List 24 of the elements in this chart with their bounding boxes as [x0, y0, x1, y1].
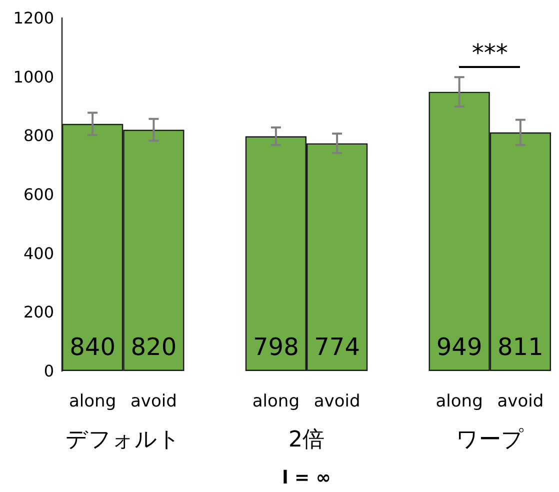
x-tick-label: avoid	[130, 392, 177, 412]
annotation: ***	[472, 39, 508, 68]
data-label: 840	[70, 333, 116, 361]
text: デフォルト	[66, 428, 181, 452]
x-tick-label: along	[69, 392, 116, 412]
y-tick-label: 1200	[13, 8, 54, 28]
y-tick-label: 400	[23, 244, 54, 263]
text: 2倍	[288, 428, 324, 452]
x-tick-label: avoid	[497, 392, 544, 412]
data-label: 820	[130, 333, 177, 361]
x-tick-label: along	[436, 392, 483, 412]
text: ワープ	[456, 428, 524, 452]
data-label: 774	[314, 333, 360, 361]
data-label: 949	[436, 333, 482, 361]
y-tick-label: 200	[23, 302, 54, 322]
x-tick-label: along	[252, 392, 300, 412]
y-tick-label: 0	[44, 362, 54, 380]
data-label: 811	[498, 333, 544, 361]
y-tick-label: 800	[23, 126, 54, 146]
y-tick-label: 1000	[13, 67, 54, 86]
x-axis-title: l = ∞	[282, 468, 331, 488]
data-label: 798	[253, 333, 299, 361]
x-tick-label: avoid	[314, 392, 360, 412]
y-tick-label: 600	[23, 185, 54, 204]
